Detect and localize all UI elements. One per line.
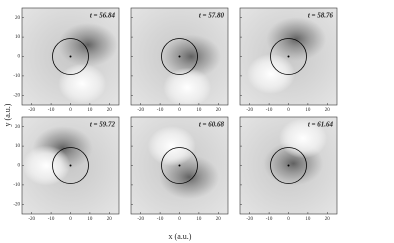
x-tick-label: 20 [216,217,222,222]
circle [161,147,198,184]
y-tick-label: -10 [13,183,20,188]
x-tick-label: 10 [196,108,202,113]
x-tick-label: 0 [178,108,181,113]
center-dot [178,164,181,167]
light-region [163,67,212,105]
panel-label: t = 56.84 [90,12,116,20]
circle [52,38,89,75]
y-tick-label: -20 [13,202,20,207]
x-tick-label: -20 [28,217,35,222]
x-tick-label: 20 [107,217,113,222]
panel-label: t = 58.76 [308,12,334,20]
y-tick-label: 20 [15,125,21,130]
x-tick-label: 10 [196,217,202,222]
light-region [147,126,196,167]
panel-label: t = 57.80 [199,12,225,20]
x-tick-label: -10 [157,108,164,113]
x-tick-label: 0 [287,217,290,222]
x-tick-label: 10 [87,217,93,222]
x-axis-label: x (a.u.) [169,232,192,241]
x-tick-label: -10 [266,217,273,222]
light-region [22,145,71,186]
panel: t = 60.68 -20 -10 0 10 20 [130,116,229,222]
x-tick-label: 0 [69,217,72,222]
y-tick-label: 0 [18,55,21,60]
x-tick-label: -10 [157,217,164,222]
x-tick-label: -20 [246,217,253,222]
panel: t = 59.72 -20 -10 0 10 20 20 10 0 -10 -20 [13,116,120,222]
x-tick-label: -10 [48,108,55,113]
density-map [131,117,228,214]
x-tick-label: -20 [137,108,144,113]
x-tick-label: 0 [287,108,290,113]
x-tick-label: 20 [216,108,222,113]
x-tick-label: 10 [305,217,311,222]
y-tick-label: -20 [13,93,20,98]
center-dot [69,55,72,58]
dark-region [161,34,222,79]
panel: t = 58.76 -20 -10 0 10 20 [239,7,338,113]
light-region [279,118,328,159]
panel-label: t = 60.68 [199,121,225,129]
center-dot [287,55,290,58]
x-tick-label: 0 [69,108,72,113]
x-tick-label: 10 [87,108,93,113]
x-tick-label: -20 [28,108,35,113]
x-tick-label: -20 [137,217,144,222]
y-tick-label: 10 [15,35,21,40]
circle [161,38,198,75]
dark-region [159,155,220,200]
y-axis-label: y (a.u.) [3,103,12,126]
panel: t = 61.64 -20 -10 0 10 20 [239,116,338,222]
x-tick-label: 20 [107,108,113,113]
dark-region [57,22,118,67]
circle [52,147,89,184]
x-tick-label: 20 [325,108,331,113]
light-region [58,63,107,104]
x-tick-label: -20 [246,108,253,113]
x-tick-label: 10 [305,108,311,113]
y-tick-label: 10 [15,144,21,149]
x-tick-label: -10 [266,108,273,113]
light-region [247,53,296,94]
x-tick-label: 0 [178,217,181,222]
center-dot [69,164,72,167]
panel-label: t = 61.64 [308,121,334,129]
dark-region [266,17,327,62]
circle [270,38,307,75]
y-tick-label: 0 [18,164,21,169]
y-tick-label: 20 [15,16,21,21]
x-tick-label: -10 [48,217,55,222]
panel-label: t = 59.72 [90,121,116,129]
circle [270,147,307,184]
x-tick-label: 20 [325,217,331,222]
center-dot [287,164,290,167]
panel: t = 57.80 -20 -10 0 10 20 [130,7,229,113]
density-map [131,8,228,105]
panel: t = 56.84 -20 -10 0 10 20 20 10 0 -10 -20 [13,7,120,113]
y-tick-label: -10 [13,74,20,79]
density-map [22,8,119,105]
center-dot [178,55,181,58]
